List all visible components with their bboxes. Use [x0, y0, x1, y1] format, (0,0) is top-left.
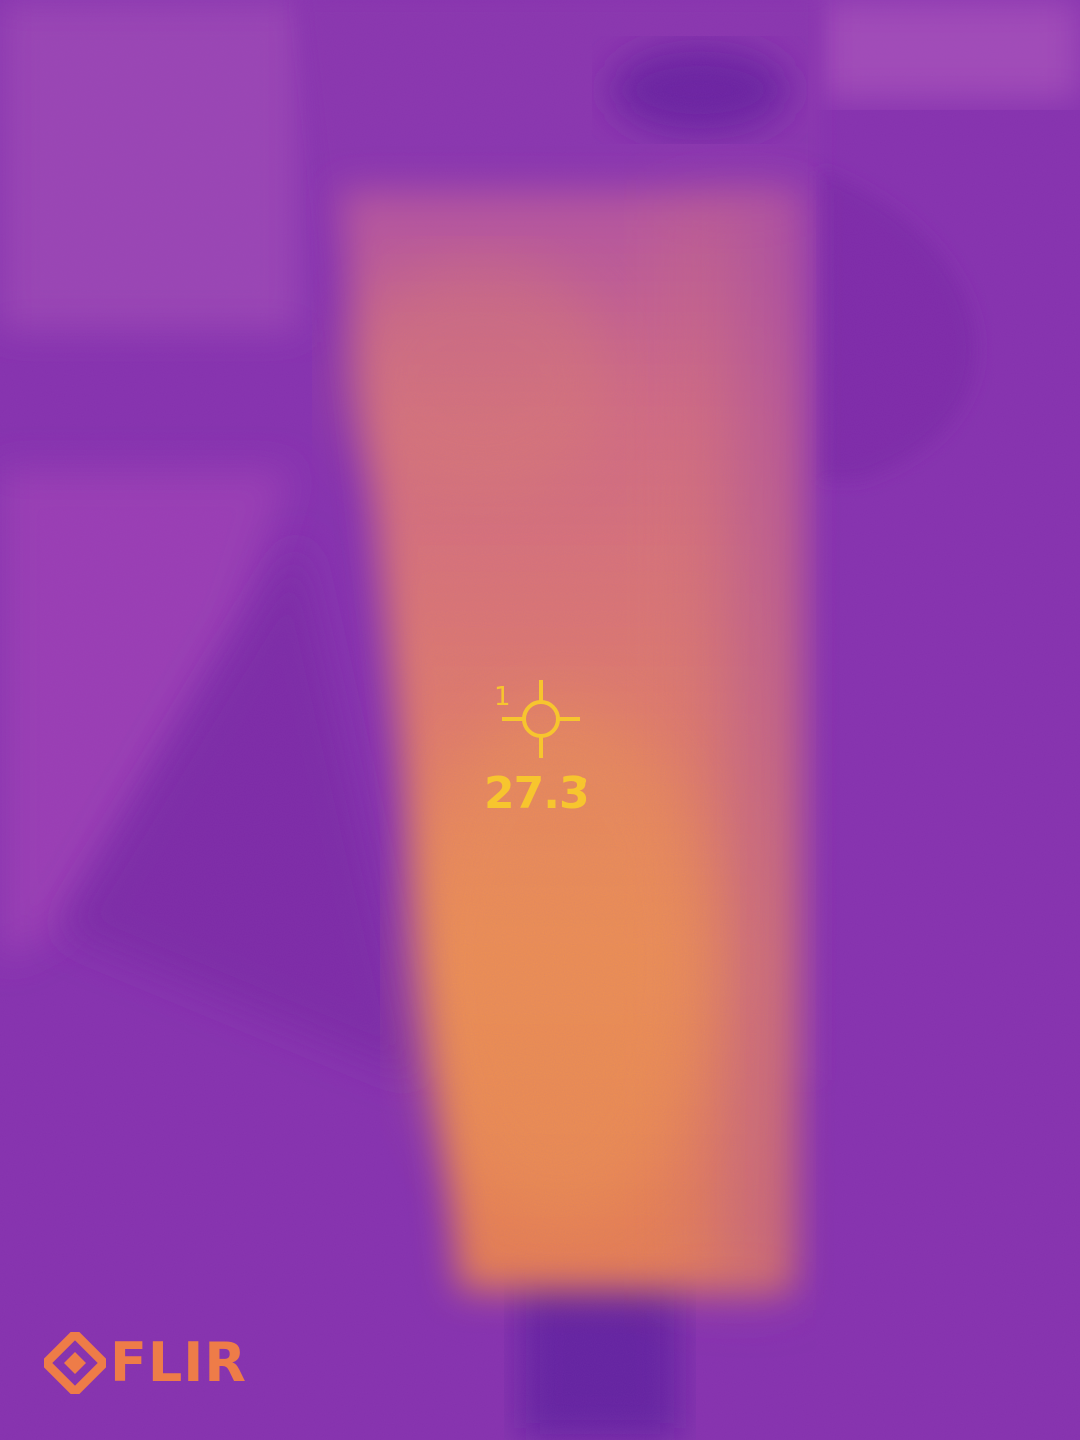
spot-id-label: 1 — [494, 682, 511, 712]
flir-diamond-icon — [44, 1332, 106, 1394]
temperature-unit: ° — [578, 774, 588, 798]
temperature-readout: 27.3 — [484, 768, 590, 819]
logo-wordmark: FLIR — [110, 1331, 247, 1394]
crosshair-icon — [502, 680, 580, 758]
flir-logo: FLIR — [44, 1330, 247, 1396]
